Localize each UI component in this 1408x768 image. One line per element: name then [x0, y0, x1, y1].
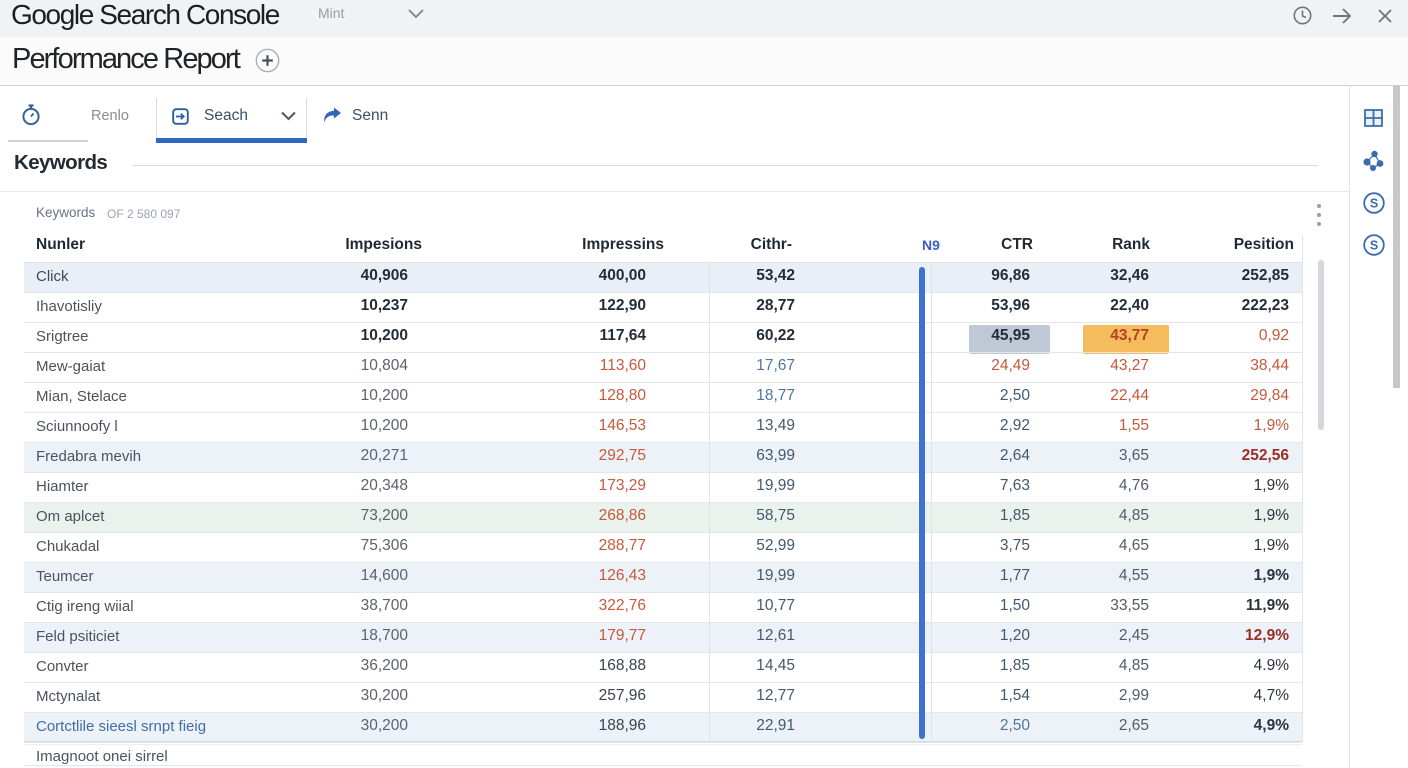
svg-text:S: S	[1370, 238, 1378, 252]
svg-text:S: S	[1370, 196, 1378, 210]
